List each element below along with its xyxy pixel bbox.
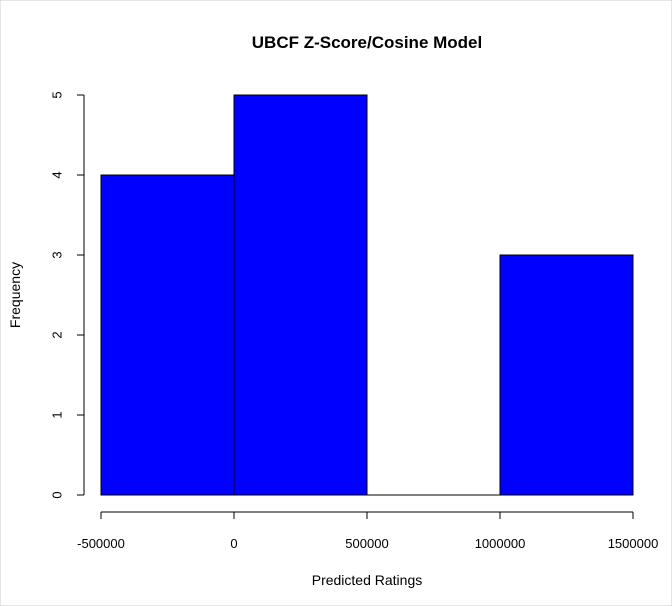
- bars-group: [100, 94, 634, 496]
- x-axis: -500000 0 500000 1000000 1500000: [77, 511, 659, 551]
- y-axis-label: Frequency: [7, 262, 23, 328]
- x-axis-label: Predicted Ratings: [312, 572, 423, 588]
- chart-title: UBCF Z-Score/Cosine Model: [252, 33, 482, 52]
- y-tick-label-4: 4: [50, 171, 65, 178]
- y-tick-label-3: 3: [50, 251, 65, 258]
- y-tick-label-1: 1: [50, 411, 65, 418]
- x-tick-label-3: 1000000: [475, 536, 526, 551]
- x-tick-label-4: 1500000: [608, 536, 659, 551]
- histogram-bar-1: [233, 94, 368, 496]
- y-tick-label-5: 5: [50, 91, 65, 98]
- y-tick-label-0: 0: [50, 491, 65, 498]
- x-tick-label-2: 500000: [345, 536, 388, 551]
- y-tick-label-2: 2: [50, 331, 65, 338]
- histogram-bar-0: [100, 174, 235, 496]
- x-tick-label-1: 0: [230, 536, 237, 551]
- x-tick-label-0: -500000: [77, 536, 125, 551]
- y-axis: 0 1 2 3 4 5: [50, 91, 85, 499]
- histogram-bar-3: [499, 254, 634, 496]
